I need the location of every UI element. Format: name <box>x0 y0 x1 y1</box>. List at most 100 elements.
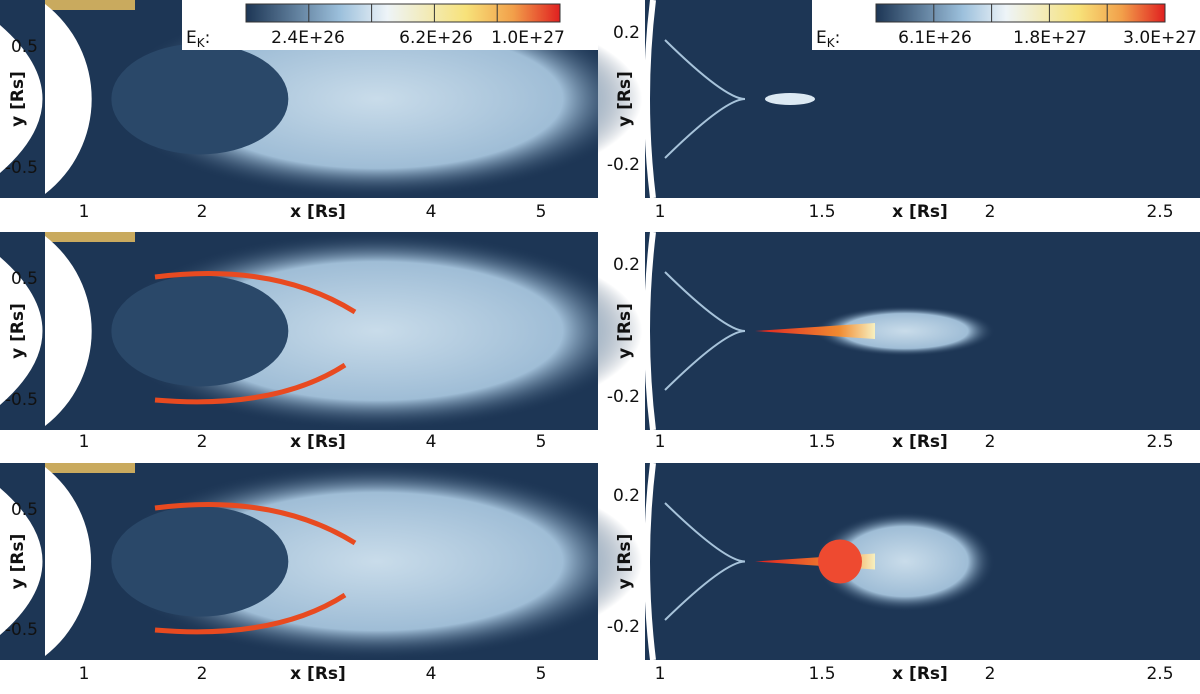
plume <box>111 463 643 660</box>
halo <box>815 306 995 356</box>
front <box>664 98 746 159</box>
y-label: y [Rs] <box>615 534 635 590</box>
x-tick-label: 2.5 <box>1146 202 1173 222</box>
x-tick-label: 5 <box>536 432 547 452</box>
bright-edge <box>45 463 135 473</box>
label-suffix: : <box>205 28 211 48</box>
label-suffix: : <box>835 28 841 48</box>
x-tick-label: 1 <box>79 432 90 452</box>
sun-limb <box>644 0 656 199</box>
colorbar-tick-label: 1.0E+27 <box>491 28 565 48</box>
y-label: y [Rs] <box>615 71 635 127</box>
y-tick-label: 0.5 <box>11 500 38 520</box>
x-tick-label: 1 <box>79 664 90 684</box>
colorbar: EK: 2.4E+26 6.2E+26 1.0E+27 <box>182 0 598 50</box>
sun-disk <box>45 4 92 194</box>
colorbar-label: EK: <box>186 28 210 50</box>
y-tick-label: -0.5 <box>5 390 38 410</box>
bright-edge <box>45 0 135 10</box>
x-tick-label: 1.5 <box>808 202 835 222</box>
x-tick-label: 1 <box>79 202 90 222</box>
y-tick-label: -0.5 <box>5 158 38 178</box>
colorbar-tick-label: 2.4E+26 <box>271 28 345 48</box>
x-label: x [Rs] <box>892 432 948 452</box>
cavity <box>111 275 289 387</box>
x-tick-label: 5 <box>536 202 547 222</box>
x-tick-label: 2 <box>985 432 996 452</box>
x-tick-label: 4 <box>426 664 437 684</box>
sun-limb <box>644 231 656 431</box>
label-symbol: E <box>816 28 827 48</box>
y-label: y [Rs] <box>615 303 635 359</box>
jet <box>755 323 875 339</box>
y-tick-label: -0.2 <box>607 387 640 407</box>
cavity <box>111 506 289 617</box>
label-subscript: K <box>197 36 206 50</box>
y-tick-label: 0.2 <box>613 486 640 506</box>
x-tick-label: 1 <box>655 432 666 452</box>
front <box>664 560 746 621</box>
y-label: y [Rs] <box>8 71 28 127</box>
y-label: y [Rs] <box>8 534 28 590</box>
x-tick-label: 2 <box>197 432 208 452</box>
y-tick-label: -0.5 <box>5 620 38 640</box>
x-tick-label: 2.5 <box>1146 432 1173 452</box>
y-tick-label: 0.5 <box>11 269 38 289</box>
colorbar: EK: 6.1E+26 1.8E+27 3.0E+27 <box>812 0 1200 50</box>
x-label: x [Rs] <box>290 202 346 222</box>
cavity <box>111 43 289 155</box>
hot-arc <box>154 502 357 546</box>
colorbar-label: EK: <box>816 28 840 50</box>
sun-disk <box>45 467 92 656</box>
x-tick-label: 2.5 <box>1146 664 1173 684</box>
y-tick-label: -0.2 <box>607 155 640 175</box>
panel: x [Rs] y [Rs] 1 2 4 5 0.5 -0.5 <box>0 463 643 684</box>
colorbar-tick-label: 1.8E+27 <box>1013 28 1087 48</box>
glow <box>765 93 815 105</box>
plume <box>111 232 643 430</box>
x-tick-label: 1.5 <box>808 432 835 452</box>
y-tick-label: 0.2 <box>613 255 640 275</box>
hot-arc <box>154 592 347 635</box>
x-label: x [Rs] <box>290 432 346 452</box>
y-tick-label: 0.2 <box>613 23 640 43</box>
label-subscript: K <box>827 36 836 50</box>
front <box>664 39 746 100</box>
colorbar-tick-label: 6.1E+26 <box>898 28 972 48</box>
colorbar-tick-label: 6.2E+26 <box>399 28 473 48</box>
panel: x [Rs] y [Rs] 1 2 4 5 0.5 -0.5 <box>0 232 643 452</box>
halo <box>815 511 995 612</box>
x-tick-label: 1 <box>655 202 666 222</box>
y-label: y [Rs] <box>8 303 28 359</box>
x-tick-label: 4 <box>426 432 437 452</box>
x-tick-label: 2 <box>985 202 996 222</box>
front <box>664 502 746 563</box>
colorbar-scale <box>875 3 1166 23</box>
sun-disk <box>45 236 92 426</box>
colorbar-tick-label: 3.0E+27 <box>1123 28 1197 48</box>
x-label: x [Rs] <box>892 202 948 222</box>
blob <box>818 539 862 584</box>
hot-arc <box>154 271 357 315</box>
front <box>664 330 746 391</box>
x-tick-label: 5 <box>536 664 547 684</box>
x-label: x [Rs] <box>290 664 346 684</box>
x-label: x [Rs] <box>892 664 948 684</box>
panel: x [Rs] y [Rs] 1 1.5 2 2.5 0.2 -0.2 <box>607 231 1200 452</box>
colorbar-scale <box>245 3 561 23</box>
front <box>664 271 746 332</box>
x-tick-label: 2 <box>197 664 208 684</box>
hot-arc <box>154 362 347 405</box>
sun-disk <box>0 25 43 173</box>
panel: x [Rs] y [Rs] 1 1.5 2 2.5 0.2 -0.2 <box>607 462 1200 684</box>
bright-edge <box>45 232 135 242</box>
y-tick-label: -0.2 <box>607 617 640 637</box>
sun-limb <box>644 462 656 661</box>
x-tick-label: 4 <box>426 202 437 222</box>
x-tick-label: 2 <box>197 202 208 222</box>
x-tick-label: 1.5 <box>808 664 835 684</box>
x-tick-label: 2 <box>985 664 996 684</box>
x-tick-label: 1 <box>655 664 666 684</box>
sun-disk <box>0 257 43 405</box>
